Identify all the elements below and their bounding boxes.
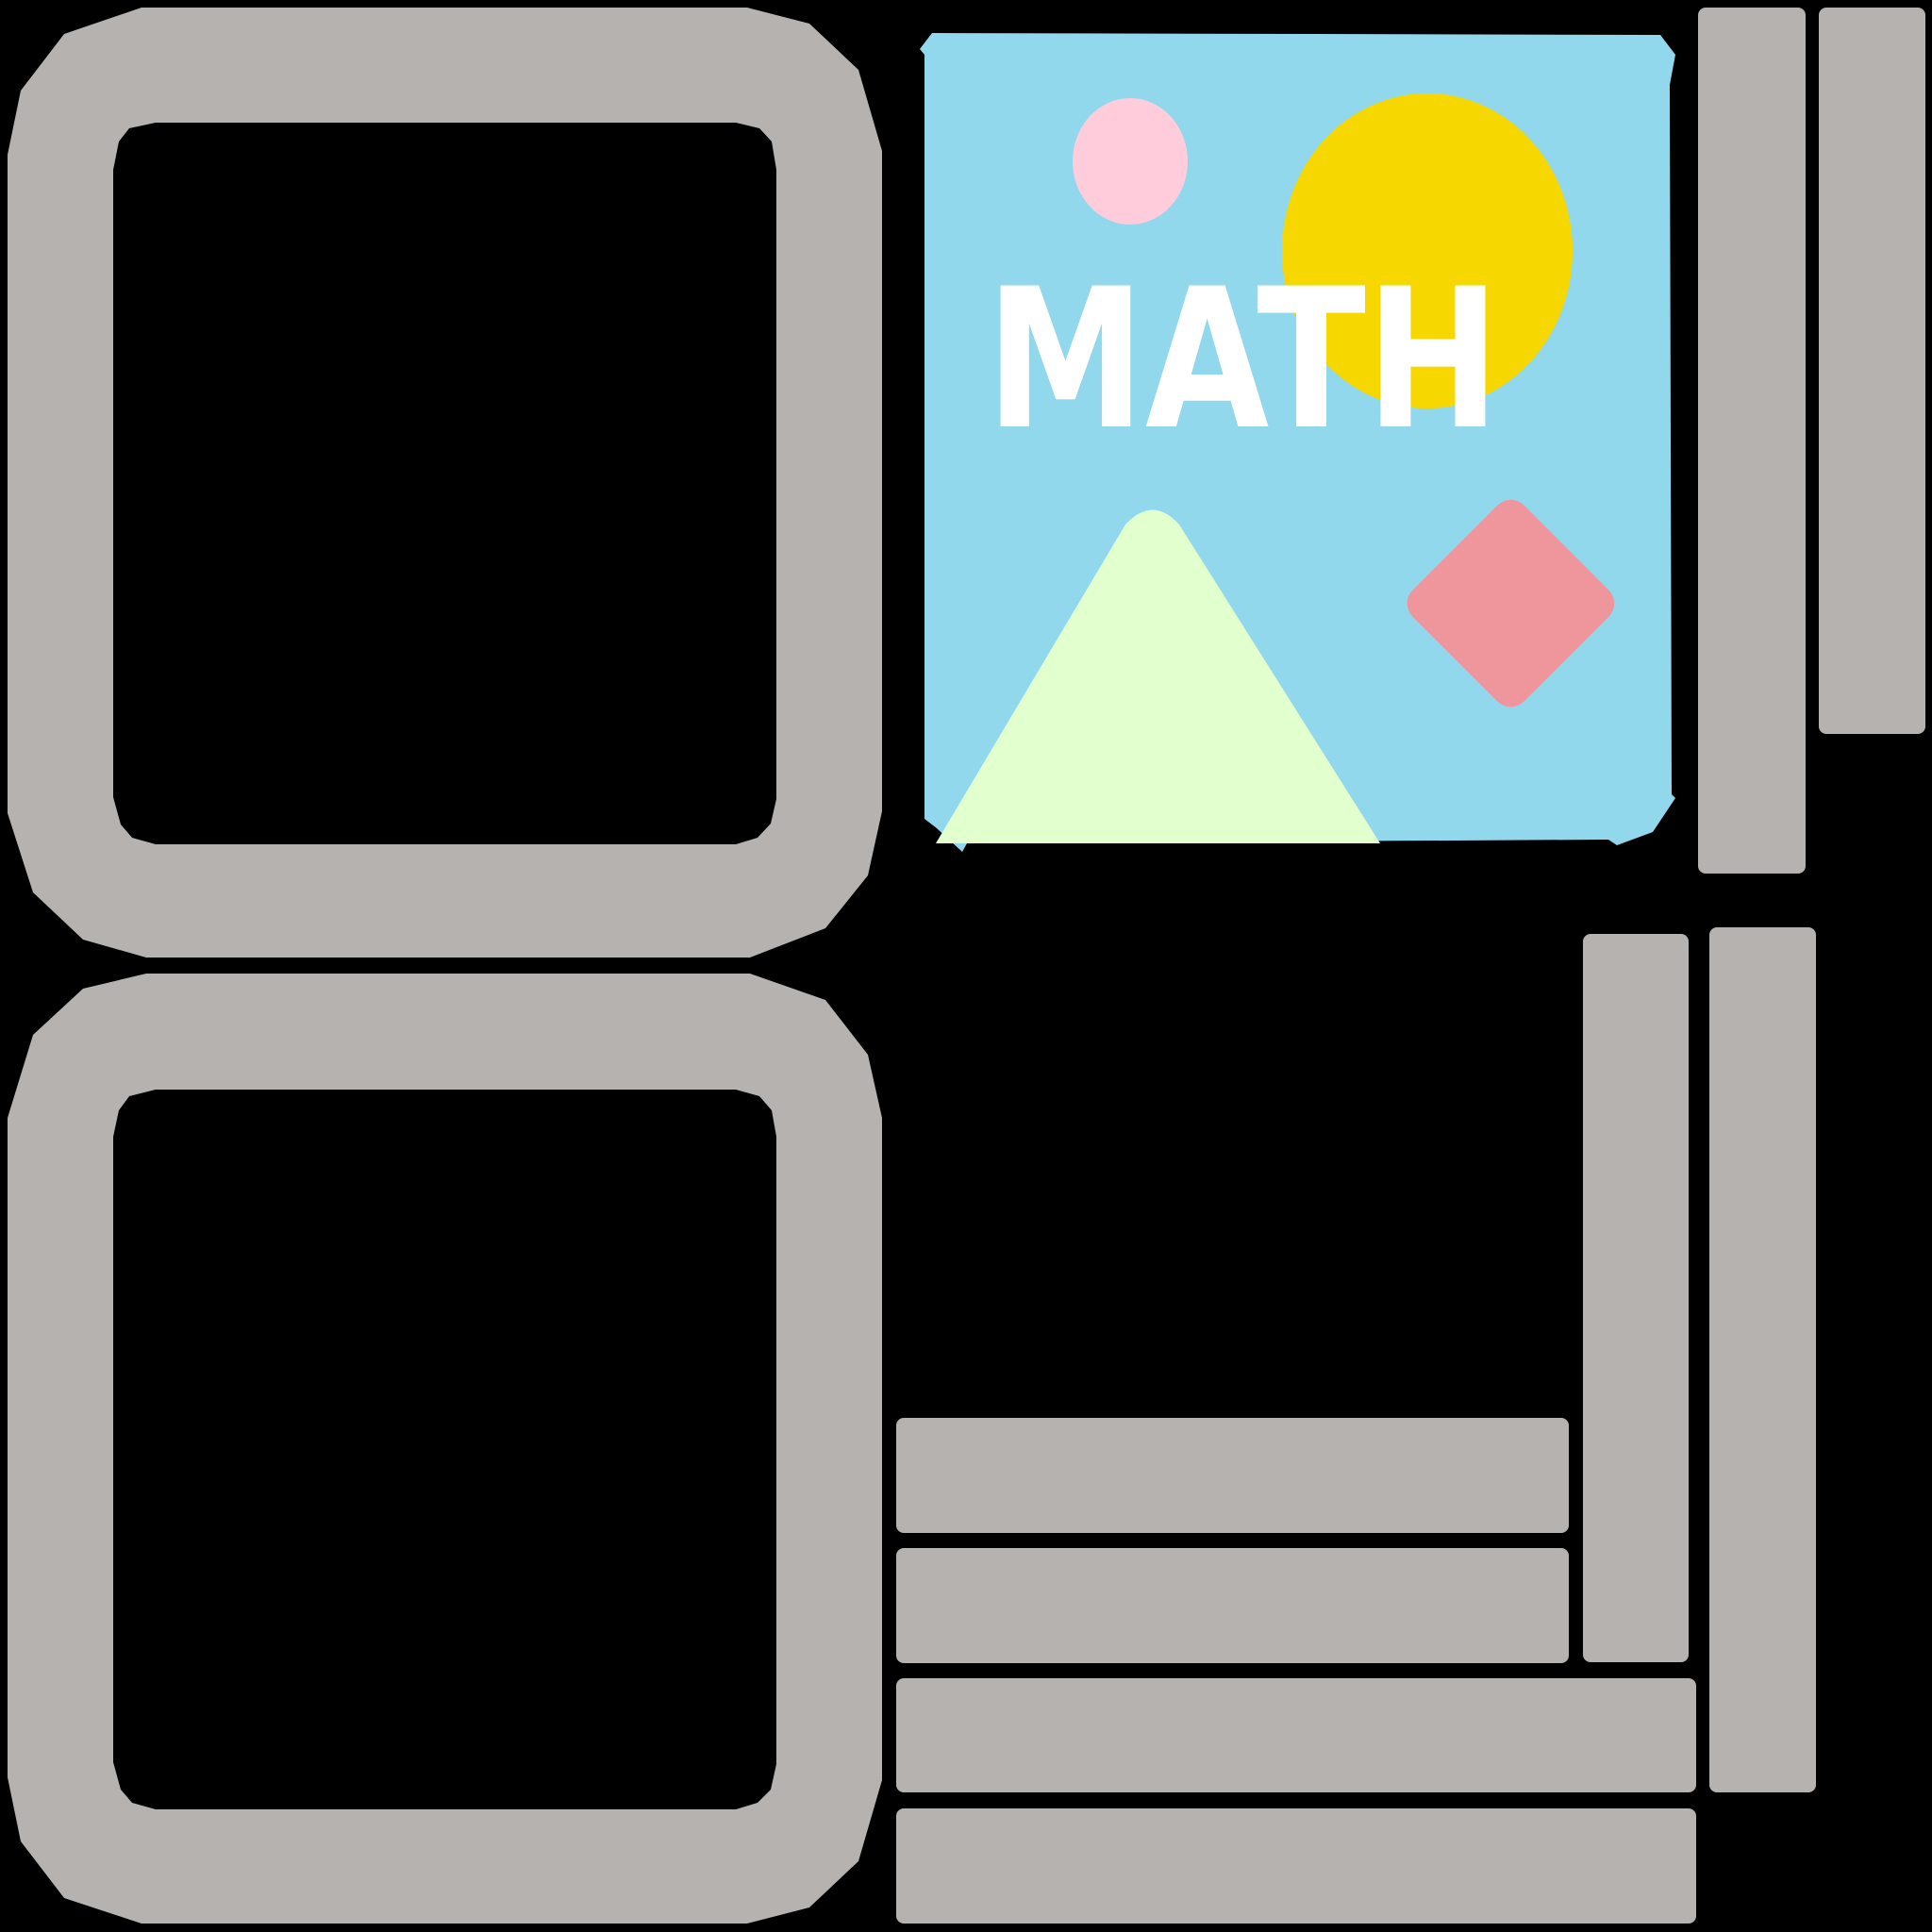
strip-horizontal-2 [896, 1548, 1569, 1663]
strip-horizontal-3 [896, 1678, 1696, 1792]
strip-vertical-1 [1698, 8, 1806, 874]
red-diamond [1407, 499, 1615, 708]
strip-vertical-2 [1819, 8, 1925, 734]
yellow-circle [1282, 93, 1573, 408]
strip-vertical-3 [1583, 934, 1689, 1662]
strip-horizontal-1 [896, 1418, 1569, 1533]
strip-vertical-4 [1709, 927, 1816, 1792]
math-cover: MATH [920, 33, 1675, 852]
cover-title: MATH [986, 248, 1500, 473]
frame-bottom-left [8, 974, 882, 1924]
frame-top-left [8, 8, 882, 958]
green-triangle [936, 509, 1380, 843]
pink-circle [1073, 98, 1188, 225]
strip-horizontal-4 [896, 1808, 1696, 1924]
